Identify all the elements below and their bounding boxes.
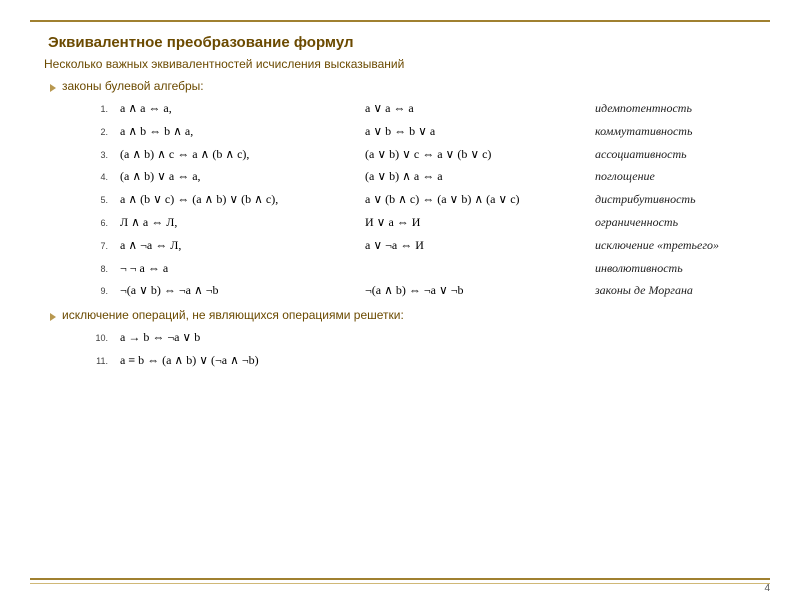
- formula-left: ¬ ¬ a ⇔ a: [120, 257, 365, 280]
- law-name: коммутативность: [595, 120, 760, 143]
- row-number: 3.: [86, 147, 108, 164]
- slide-title: Эквивалентное преобразование формул: [48, 34, 760, 51]
- section-exclusion: исключение операций, не являющихся опера…: [62, 308, 760, 322]
- row-number: 6.: [86, 215, 108, 232]
- formula-left: a ∧ (b ∨ c) ⇔ (a ∧ b) ∨ (b ∧ c),: [120, 188, 365, 211]
- law-list-2: 10. a → b ⇔ ¬a ∨ b 11. a ≡ b ⇔ (a ∧ b) ∨ (¬…: [86, 326, 760, 372]
- law-row: 3. (a ∧ b) ∧ c ⇔ a ∧ (b ∧ c),(a ∨ b) ∨ c …: [86, 143, 760, 166]
- row-number: 11.: [86, 353, 108, 370]
- formula-left: a ∧ a ⇔ a,: [120, 97, 365, 120]
- formula-left: (a ∧ b) ∧ c ⇔ a ∧ (b ∧ c),: [120, 143, 365, 166]
- law-name: инволютивность: [595, 257, 760, 280]
- law-name: законы де Моргана: [595, 279, 760, 302]
- formula-right: a ∨ a ⇔ a: [365, 97, 595, 120]
- section-boolean-laws: законы булевой алгебры:: [62, 79, 760, 93]
- law-name: ассоциативность: [595, 143, 760, 166]
- law-name: ограниченность: [595, 211, 760, 234]
- page-number: 4: [764, 583, 770, 594]
- law-row: 2. a ∧ b ⇔ b ∧ a,a ∨ b ⇔ b ∨ aкоммутативн…: [86, 120, 760, 143]
- law-name: исключение «третьего»: [595, 234, 760, 257]
- law-row: 4. (a ∧ b) ∨ a ⇔ a,(a ∨ b) ∧ a ⇔ aпоглоще…: [86, 165, 760, 188]
- formula-right: (a ∨ b) ∧ a ⇔ a: [365, 165, 595, 188]
- formula-right: a ∨ b ⇔ b ∨ a: [365, 120, 595, 143]
- law-row: 9. ¬(a ∨ b) ⇔ ¬a ∧ ¬b¬(a ∧ b) ⇔ ¬a ∨ ¬bза…: [86, 279, 760, 302]
- row-number: 2.: [86, 124, 108, 141]
- law-row: 10. a → b ⇔ ¬a ∨ b: [86, 326, 760, 349]
- law-row: 7. a ∧ ¬a ⇔ Л,a ∨ ¬a ⇔ Иисключение «треть…: [86, 234, 760, 257]
- formula-right: (a ∨ b) ∨ c ⇔ a ∨ (b ∨ c): [365, 143, 595, 166]
- row-number: 9.: [86, 283, 108, 300]
- formula-left: a ≡ b ⇔ (a ∧ b) ∨ (¬a ∧ ¬b): [120, 349, 365, 372]
- law-name: дистрибутивность: [595, 188, 760, 211]
- law-row: 5. a ∧ (b ∨ c) ⇔ (a ∧ b) ∨ (b ∧ c),a ∨ (b…: [86, 188, 760, 211]
- formula-left: (a ∧ b) ∨ a ⇔ a,: [120, 165, 365, 188]
- formula-right: ¬(a ∧ b) ⇔ ¬a ∨ ¬b: [365, 279, 595, 302]
- law-row: 1. a ∧ a ⇔ a,a ∨ a ⇔ aидемпотентность: [86, 97, 760, 120]
- law-row: 8. ¬ ¬ a ⇔ a инволютивность: [86, 257, 760, 280]
- row-number: 7.: [86, 238, 108, 255]
- law-row: 6. Л ∧ a ⇔ Л,И ∨ a ⇔ Иограниченность: [86, 211, 760, 234]
- row-number: 1.: [86, 101, 108, 118]
- formula-left: a ∧ ¬a ⇔ Л,: [120, 234, 365, 257]
- slide-subtitle: Несколько важных эквивалентностей исчисл…: [44, 57, 760, 71]
- law-name: идемпотентность: [595, 97, 760, 120]
- formula-left: a ∧ b ⇔ b ∧ a,: [120, 120, 365, 143]
- law-name: поглощение: [595, 165, 760, 188]
- law-list-1: 1. a ∧ a ⇔ a,a ∨ a ⇔ aидемпотентность 2. a …: [86, 97, 760, 302]
- row-number: 8.: [86, 261, 108, 278]
- formula-left: Л ∧ a ⇔ Л,: [120, 211, 365, 234]
- formula-right: a ∨ ¬a ⇔ И: [365, 234, 595, 257]
- slide-frame: Эквивалентное преобразование формул Неск…: [30, 20, 770, 580]
- row-number: 5.: [86, 192, 108, 209]
- formula-right: И ∨ a ⇔ И: [365, 211, 595, 234]
- formula-left: a → b ⇔ ¬a ∨ b: [120, 326, 365, 349]
- formula-right: a ∨ (b ∧ c) ⇔ (a ∨ b) ∧ (a ∨ c): [365, 188, 595, 211]
- row-number: 10.: [86, 330, 108, 347]
- formula-left: ¬(a ∨ b) ⇔ ¬a ∧ ¬b: [120, 279, 365, 302]
- law-row: 11. a ≡ b ⇔ (a ∧ b) ∨ (¬a ∧ ¬b): [86, 349, 760, 372]
- row-number: 4.: [86, 169, 108, 186]
